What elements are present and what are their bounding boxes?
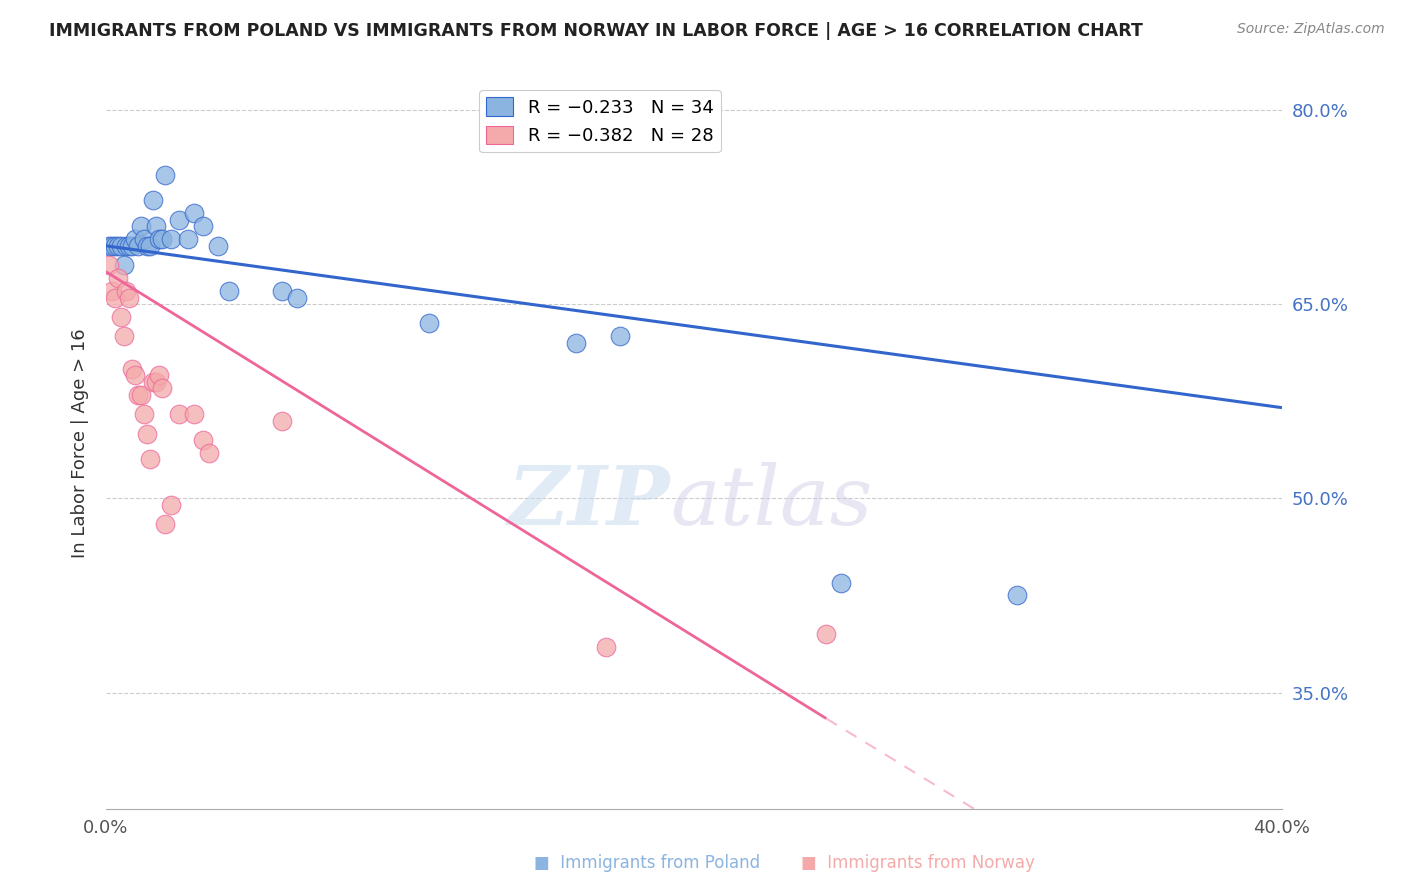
Point xyxy=(815,627,838,641)
Point xyxy=(177,232,200,246)
Point xyxy=(191,433,214,447)
Point xyxy=(169,213,191,227)
Point xyxy=(101,239,124,253)
Point xyxy=(609,329,631,343)
Point xyxy=(153,517,176,532)
Text: Source: ZipAtlas.com: Source: ZipAtlas.com xyxy=(1237,22,1385,37)
Point xyxy=(112,329,135,343)
Point xyxy=(139,239,162,253)
Point xyxy=(118,291,141,305)
Point xyxy=(1007,589,1029,603)
Point xyxy=(150,232,173,246)
Text: ZIP: ZIP xyxy=(508,462,671,541)
Point xyxy=(150,381,173,395)
Point xyxy=(285,291,308,305)
Point xyxy=(136,239,159,253)
Point xyxy=(142,375,165,389)
Point xyxy=(595,640,617,655)
Point xyxy=(112,258,135,272)
Point xyxy=(565,335,588,350)
Point xyxy=(104,239,127,253)
Point xyxy=(271,284,294,298)
Point xyxy=(124,232,146,246)
Legend: R = −0.233   N = 34, R = −0.382   N = 28: R = −0.233 N = 34, R = −0.382 N = 28 xyxy=(479,90,721,153)
Y-axis label: In Labor Force | Age > 16: In Labor Force | Age > 16 xyxy=(72,328,89,558)
Point xyxy=(101,284,124,298)
Point xyxy=(418,317,440,331)
Point xyxy=(124,368,146,383)
Point xyxy=(169,407,191,421)
Point xyxy=(129,219,152,234)
Point xyxy=(145,375,167,389)
Point xyxy=(218,284,240,298)
Point xyxy=(110,239,132,253)
Point xyxy=(97,239,120,253)
Point xyxy=(207,239,229,253)
Point xyxy=(134,232,156,246)
Point xyxy=(129,388,152,402)
Point xyxy=(183,407,205,421)
Point xyxy=(118,239,141,253)
Point xyxy=(830,575,852,590)
Point xyxy=(134,407,156,421)
Point xyxy=(159,232,181,246)
Point xyxy=(127,239,149,253)
Point xyxy=(97,258,120,272)
Point xyxy=(271,414,294,428)
Point xyxy=(198,446,221,460)
Point xyxy=(110,310,132,324)
Text: ■  Immigrants from Norway: ■ Immigrants from Norway xyxy=(801,855,1035,872)
Text: atlas: atlas xyxy=(671,462,873,541)
Point xyxy=(148,368,170,383)
Point xyxy=(148,232,170,246)
Point xyxy=(107,239,129,253)
Point xyxy=(127,388,149,402)
Point xyxy=(139,452,162,467)
Point xyxy=(153,168,176,182)
Point xyxy=(121,239,143,253)
Point xyxy=(136,426,159,441)
Point xyxy=(183,206,205,220)
Point xyxy=(115,284,138,298)
Point xyxy=(115,239,138,253)
Point xyxy=(159,498,181,512)
Point xyxy=(121,361,143,376)
Point xyxy=(142,194,165,208)
Text: ■  Immigrants from Poland: ■ Immigrants from Poland xyxy=(534,855,761,872)
Point xyxy=(145,219,167,234)
Point xyxy=(191,219,214,234)
Point xyxy=(104,291,127,305)
Text: IMMIGRANTS FROM POLAND VS IMMIGRANTS FROM NORWAY IN LABOR FORCE | AGE > 16 CORRE: IMMIGRANTS FROM POLAND VS IMMIGRANTS FRO… xyxy=(49,22,1143,40)
Point xyxy=(107,271,129,285)
